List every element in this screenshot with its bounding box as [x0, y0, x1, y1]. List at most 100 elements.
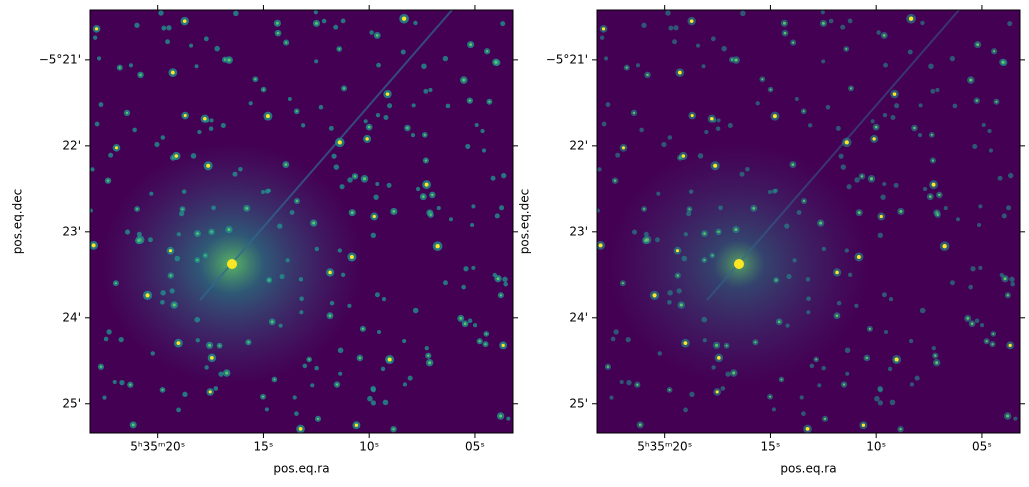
- star-core: [842, 383, 846, 386]
- star-core: [350, 211, 354, 215]
- star: [980, 323, 985, 328]
- star: [490, 175, 496, 181]
- star-core: [769, 395, 772, 398]
- star: [828, 18, 834, 24]
- star: [626, 379, 632, 386]
- x-tick-label: 05ˢ: [465, 440, 485, 454]
- star: [442, 55, 449, 62]
- star-core: [275, 21, 279, 25]
- y-axis-label: pos.eq.dec: [518, 189, 532, 254]
- star: [415, 186, 421, 192]
- star-core: [265, 114, 270, 119]
- star: [232, 171, 238, 177]
- star: [465, 143, 471, 149]
- star-core: [791, 163, 795, 166]
- star: [877, 400, 884, 406]
- star-core: [632, 111, 636, 115]
- star-core: [715, 343, 718, 347]
- star: [974, 318, 980, 324]
- star: [890, 115, 896, 120]
- star-core: [928, 195, 932, 199]
- star: [376, 62, 381, 68]
- star: [428, 87, 433, 93]
- star: [147, 237, 153, 243]
- star: [771, 407, 776, 412]
- star-core: [375, 34, 379, 37]
- star-core: [284, 163, 288, 166]
- star: [154, 141, 160, 148]
- star: [424, 346, 429, 351]
- star: [727, 122, 733, 129]
- star: [314, 246, 319, 252]
- star: [847, 272, 853, 277]
- star-core: [995, 100, 998, 103]
- star-core: [210, 230, 213, 234]
- star-core: [401, 16, 407, 21]
- star: [619, 379, 624, 384]
- star-core: [975, 99, 979, 102]
- star: [978, 204, 983, 209]
- star-core: [362, 177, 367, 181]
- star: [218, 371, 224, 377]
- star: [882, 112, 888, 118]
- star: [160, 299, 165, 305]
- star-core: [872, 137, 876, 141]
- bright-star: [734, 259, 744, 269]
- star: [166, 25, 172, 31]
- star-core: [646, 73, 649, 77]
- star-core: [431, 193, 434, 197]
- star-core: [908, 16, 914, 21]
- star: [96, 56, 102, 61]
- star: [970, 266, 976, 272]
- star: [888, 297, 894, 302]
- star-core: [598, 243, 603, 248]
- star: [169, 288, 175, 294]
- star-core: [99, 365, 103, 368]
- star: [720, 386, 726, 391]
- star-core: [802, 110, 805, 113]
- star-core: [463, 322, 467, 326]
- star: [745, 166, 750, 172]
- y-tick-label: −5°21': [546, 52, 588, 66]
- star-core: [621, 282, 624, 285]
- star: [370, 232, 376, 238]
- star: [314, 59, 319, 64]
- star: [492, 272, 498, 278]
- y-tick-label: 22': [569, 138, 588, 152]
- star: [610, 336, 616, 342]
- star-core: [114, 282, 117, 285]
- star: [103, 336, 109, 342]
- star: [701, 64, 706, 69]
- star: [711, 365, 716, 370]
- star-core: [227, 228, 231, 232]
- star-core: [969, 78, 973, 82]
- y-tick-label: 24': [569, 310, 588, 324]
- star: [347, 303, 352, 308]
- star-core: [285, 41, 288, 44]
- x-tick-label: 10ˢ: [866, 440, 886, 454]
- star: [375, 112, 381, 118]
- star: [203, 36, 209, 42]
- star-core: [710, 116, 714, 121]
- star-core: [182, 19, 187, 23]
- star-core: [899, 209, 903, 213]
- star-core: [118, 66, 121, 69]
- star: [672, 39, 678, 45]
- star-core: [783, 31, 787, 35]
- axes-frame: [89, 9, 514, 434]
- star-core: [145, 293, 150, 298]
- star-core: [459, 317, 463, 320]
- star: [701, 316, 708, 323]
- star: [387, 103, 393, 109]
- star: [382, 399, 389, 406]
- star-core: [636, 383, 639, 386]
- star: [108, 152, 114, 158]
- star: [423, 88, 429, 94]
- star: [773, 188, 778, 193]
- star: [632, 229, 638, 235]
- star-core: [625, 66, 628, 69]
- star: [314, 365, 319, 371]
- star-core: [196, 259, 199, 262]
- star: [676, 288, 682, 294]
